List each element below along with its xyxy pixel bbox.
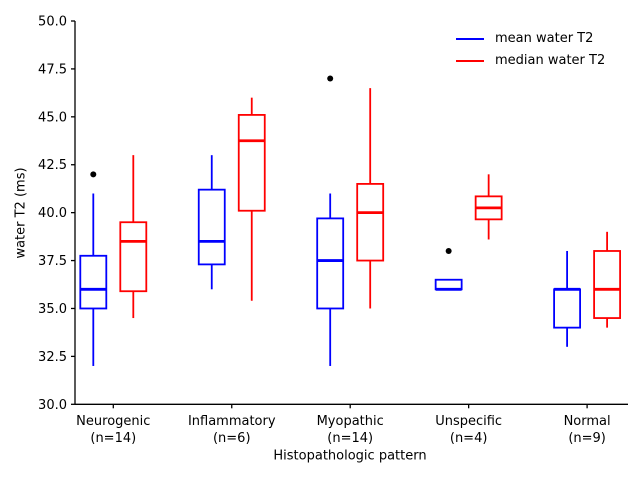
- box-mean: [553, 288, 581, 329]
- box-median: [119, 221, 148, 293]
- x-axis-label: Histopathologic pattern: [273, 448, 427, 464]
- legend-label-median: median water T2: [495, 53, 606, 68]
- box-mean: [79, 254, 108, 310]
- y-tick-label: 47.5: [38, 62, 67, 77]
- x-tick-label: Inflammatory: [188, 414, 276, 429]
- x-tick-sublabel: (n=9): [568, 431, 606, 446]
- median-series-line-swatch: [456, 59, 484, 62]
- y-tick-label: 30.0: [38, 398, 67, 413]
- outlier-point: [90, 171, 97, 178]
- x-tick-sublabel: (n=6): [213, 431, 251, 446]
- y-tick-label: 50.0: [38, 15, 67, 30]
- y-tick-label: 35.0: [38, 302, 67, 317]
- box-median: [237, 114, 266, 212]
- x-tick-sublabel: (n=14): [327, 431, 373, 446]
- y-tick-label: 32.5: [38, 350, 67, 365]
- x-tick-sublabel: (n=14): [90, 431, 136, 446]
- box-mean: [434, 278, 463, 291]
- box-mean: [316, 217, 345, 310]
- box-median: [356, 183, 385, 262]
- x-tick-label: Myopathic: [317, 414, 384, 429]
- outlier-point: [445, 247, 452, 254]
- outlier-point: [327, 75, 334, 82]
- box-median: [593, 250, 621, 319]
- y-axis-label: water T2 (ms): [13, 167, 29, 259]
- y-tick-label: 45.0: [38, 110, 67, 125]
- y-tick-label: 40.0: [38, 206, 67, 221]
- x-tick-label: Neurogenic: [76, 414, 150, 429]
- y-tick-label: 42.5: [38, 158, 67, 173]
- legend: mean water T2 median water T2: [456, 31, 605, 68]
- legend-label-mean: mean water T2: [495, 31, 594, 46]
- legend-entry-mean-water-t2: mean water T2: [456, 31, 605, 46]
- x-tick-sublabel: (n=4): [450, 431, 488, 446]
- legend-entry-median-water-t2: median water T2: [456, 53, 605, 68]
- x-tick-label: Unspecific: [435, 414, 502, 429]
- mean-series-line-swatch: [456, 37, 484, 40]
- box-mean: [197, 188, 226, 266]
- x-tick-label: Normal: [564, 414, 611, 429]
- y-tick-label: 37.5: [38, 254, 67, 269]
